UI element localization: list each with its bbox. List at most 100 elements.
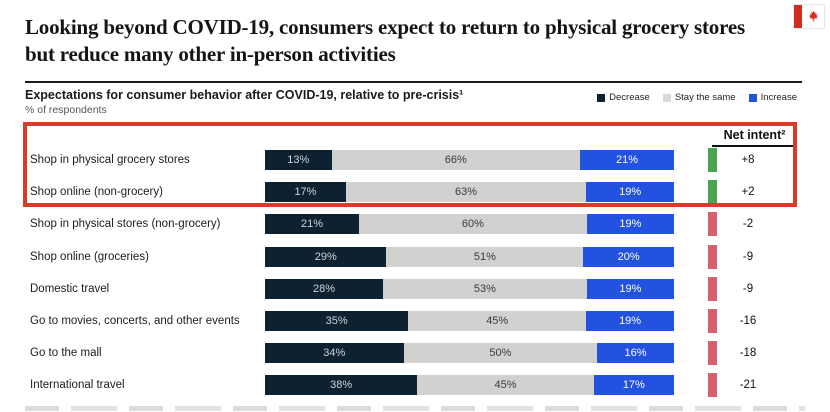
bar-segment-increase: 16% (597, 343, 674, 364)
legend-swatch-icon (597, 93, 606, 102)
bar-segment-increase: 19% (586, 214, 675, 235)
bar-segment-stay-the-same: 50% (403, 343, 598, 364)
legend-label: Stay the same (674, 92, 736, 103)
footnote-clipped (25, 406, 805, 411)
legend-label: Decrease (609, 92, 650, 103)
segment-value-label: 16% (624, 347, 647, 360)
stacked-bar: 21% 60% 19% (265, 214, 675, 235)
bar-segment-stay-the-same: 45% (417, 375, 594, 396)
net-intent-value: -9 (742, 250, 754, 263)
stacked-bar: 29% 51% 20% (265, 246, 674, 267)
segment-value-label: 66% (444, 154, 467, 166)
bar-segment-stay-the-same: 63% (345, 182, 587, 203)
bar-segment-increase: 19% (586, 311, 674, 331)
segment-value-label: 35% (325, 315, 348, 327)
bar-segment-decrease: 29% (265, 246, 387, 267)
net-intent-marker-positive (708, 148, 717, 172)
segment-value-label: 45% (494, 379, 517, 392)
legend-label: Increase (760, 92, 797, 103)
net-intent-value: +2 (741, 186, 755, 199)
segment-value-label: 19% (619, 315, 642, 327)
net-intent-marker-positive (708, 180, 717, 205)
segment-value-label: 19% (619, 218, 642, 231)
segment-value-label: 53% (473, 282, 496, 295)
bar-segment-increase: 21% (579, 150, 674, 170)
chart-subtitle: Expectations for consumer behavior after… (25, 88, 464, 102)
stacked-bar: 28% 53% 19% (265, 278, 674, 299)
segment-value-label: 19% (619, 186, 642, 199)
stacked-bar: 17% 63% 19% (265, 182, 675, 203)
category-label: Shop online (non-grocery) (30, 186, 163, 199)
stacked-bar: 38% 45% 17% (265, 375, 674, 396)
net-intent-marker-negative (708, 244, 717, 269)
stacked-bar: 35% 45% 19% (265, 311, 674, 331)
bar-segment-increase: 19% (586, 278, 674, 299)
segment-value-label: 51% (473, 250, 496, 263)
maple-leaf-icon (808, 10, 818, 22)
flag-left-band (794, 5, 802, 28)
category-label: Shop online (groceries) (30, 250, 149, 263)
chart-row: Shop online (groceries) 29% 51% 20% -9 (0, 244, 830, 269)
legend-item: Stay the same (662, 92, 736, 103)
segment-value-label: 21% (301, 218, 324, 231)
bar-segment-stay-the-same: 53% (383, 278, 587, 299)
net-intent-value: -21 (739, 379, 757, 392)
net-intent-value: -9 (742, 282, 754, 295)
bar-segment-increase: 19% (586, 182, 675, 203)
segment-value-label: 17% (294, 186, 317, 199)
segment-value-label: 63% (455, 186, 478, 199)
bar-segment-decrease: 13% (265, 150, 332, 170)
bar-segment-stay-the-same: 45% (408, 311, 587, 331)
segment-value-label: 17% (622, 379, 645, 392)
title-divider (25, 81, 802, 83)
chart-row: Shop online (non-grocery) 17% 63% 19% +2 (0, 180, 830, 205)
net-intent-value: +8 (741, 154, 755, 166)
legend-item: Increase (748, 92, 797, 103)
stacked-bar: 13% 66% 21% (265, 150, 674, 170)
segment-value-label: 20% (617, 250, 640, 263)
segment-value-label: 19% (619, 282, 642, 295)
segment-value-label: 38% (330, 379, 353, 392)
bar-segment-stay-the-same: 51% (386, 246, 584, 267)
chart-row: International travel 38% 45% 17% -21 (0, 373, 830, 398)
chart-row: Go to movies, concerts, and other events… (0, 309, 830, 333)
net-intent-marker-negative (708, 276, 717, 301)
legend-item: Decrease (597, 92, 650, 103)
bar-segment-decrease: 21% (265, 214, 360, 235)
segment-value-label: 13% (287, 154, 310, 166)
net-intent-value: -2 (742, 218, 754, 231)
bar-segment-decrease: 38% (265, 375, 418, 396)
category-label: Go to the mall (30, 347, 102, 360)
segment-value-label: 45% (486, 315, 509, 327)
chart-row: Shop in physical grocery stores 13% 66% 21%… (0, 148, 830, 172)
bar-segment-increase: 20% (583, 246, 674, 267)
net-intent-marker-negative (708, 212, 717, 237)
net-intent-value: -18 (739, 347, 757, 360)
unit-label: % of respondents (25, 104, 107, 116)
segment-value-label: 50% (489, 347, 512, 360)
net-intent-value: -16 (739, 315, 757, 327)
bar-segment-decrease: 35% (265, 311, 409, 331)
bar-segment-decrease: 34% (265, 343, 404, 364)
category-label: Shop in physical stores (non-grocery) (30, 218, 221, 231)
net-intent-marker-negative (708, 341, 717, 366)
category-label: International travel (30, 379, 125, 392)
chart-legend: Decrease Stay the same Increase (597, 92, 797, 103)
segment-value-label: 60% (461, 218, 484, 231)
chart-row: Go to the mall 34% 50% 16% -18 (0, 341, 830, 366)
legend-swatch-icon (748, 93, 757, 102)
segment-value-label: 28% (313, 282, 336, 295)
segment-value-label: 34% (323, 347, 346, 360)
bar-segment-decrease: 17% (265, 182, 346, 203)
net-intent-marker-negative (708, 373, 717, 398)
segment-value-label: 21% (615, 154, 638, 166)
chart-row: Domestic travel 28% 53% 19% -9 (0, 276, 830, 301)
net-intent-header: Net intent² (712, 128, 797, 147)
chart-row: Shop in physical stores (non-grocery) 21%… (0, 212, 830, 237)
net-intent-marker-negative (708, 309, 717, 333)
category-label: Shop in physical grocery stores (30, 154, 190, 166)
stacked-bar: 34% 50% 16% (265, 343, 674, 364)
bar-segment-stay-the-same: 66% (331, 150, 580, 170)
legend-swatch-icon (662, 93, 671, 102)
